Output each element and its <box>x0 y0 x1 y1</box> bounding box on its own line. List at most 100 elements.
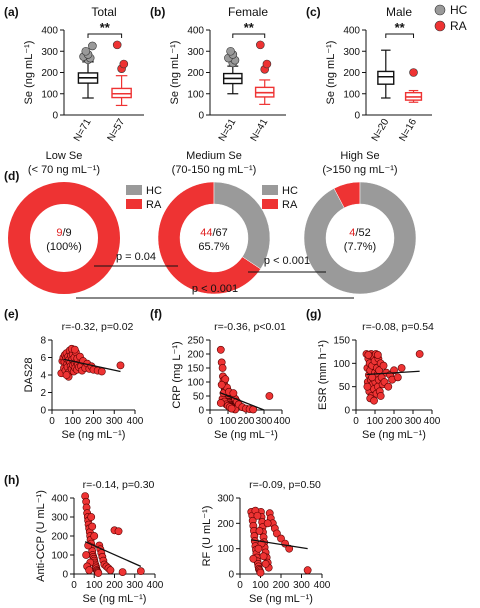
scatter-point <box>136 567 145 576</box>
donut-count: 4/52 <box>349 227 370 239</box>
scatter-y-tick-label: 0 <box>198 406 204 417</box>
scatter-point <box>106 566 115 575</box>
panel-label: (c) <box>306 5 321 19</box>
panel-label: (h) <box>4 473 19 487</box>
box-panel-y-tick-label: 300 <box>187 47 204 58</box>
scatter-point <box>90 532 99 540</box>
scatter-x-tick-label: 0 <box>71 580 77 591</box>
scatter-point <box>397 364 406 372</box>
donut-legend-swatch-ra <box>126 199 142 209</box>
scatter-point <box>415 350 424 358</box>
panel-label: (g) <box>306 307 321 321</box>
scatter-x-tick-label: 300 <box>256 416 273 427</box>
scatter-point <box>253 511 262 520</box>
donut-percent: 65.7% <box>198 241 229 253</box>
scatter-x-tick-label: 0 <box>49 416 55 427</box>
donut-legend-label-hc: HC <box>282 185 298 197</box>
scatter-x-label: Se (ng mL⁻¹) <box>362 429 426 441</box>
box-panel-male: (c) Male Se (ng mL⁻¹) 0 100 200 300 400 N=20 N=16… <box>306 5 432 143</box>
scatter-y-tick-label: 4 <box>40 371 46 382</box>
donut-count: 9/9 <box>56 227 71 239</box>
donut-percent: (100%) <box>46 241 81 253</box>
donut-count-ra: 9 <box>56 227 62 239</box>
scatter-point <box>216 345 225 354</box>
box-n-label: N=41 <box>249 117 271 144</box>
scatter-x-tick-label: 300 <box>126 580 143 591</box>
scatter-point <box>218 364 227 372</box>
scatter-point <box>116 361 125 370</box>
box-group-ra: N=16 <box>397 68 423 143</box>
donut-count: 44/67 <box>200 227 228 239</box>
box-outlier <box>88 41 97 51</box>
panel-label: (a) <box>4 5 19 19</box>
box-panel-y-tick-label: 200 <box>343 68 360 79</box>
scatter-x-tick-label: 100 <box>86 580 103 591</box>
box-panel-y-tick-label: 100 <box>343 89 360 100</box>
scatter-x-tick-label: 100 <box>220 416 237 427</box>
box-group-hc: N=71 <box>72 41 99 143</box>
donut-subtitle: (< 70 ng mL⁻¹) <box>28 164 100 176</box>
box-outlier <box>226 46 235 56</box>
box-n-label: N=20 <box>370 117 392 144</box>
box-panel-y-tick-label: 400 <box>187 26 204 37</box>
scatter-y-tick-label: 150 <box>333 336 350 347</box>
panel-title: Total <box>91 5 116 19</box>
scatter-point <box>221 375 230 384</box>
scatter-x-tick-label: 100 <box>367 416 384 427</box>
scatter-point <box>229 389 238 398</box>
scatter-points <box>247 506 312 577</box>
scatter-y-label: Anti-CCP (U mL⁻¹) <box>35 490 47 582</box>
regression-line <box>63 358 121 373</box>
scatter-y-tick-label: 2 <box>40 388 46 399</box>
scatter-points <box>362 350 424 405</box>
scatter-x-label: Se (ng mL⁻¹) <box>249 593 313 605</box>
panel-label: (f) <box>150 307 162 321</box>
scatter-panel-f: (f) r=-0.36, p<0.01 CRP (mg L⁻¹) 0 50 100 150 2… <box>150 307 291 441</box>
legend-top: HC RA <box>434 3 468 33</box>
scatter-x-tick-label: 100 <box>252 580 269 591</box>
scatter-x-label: Se (ng mL⁻¹) <box>83 593 147 605</box>
donut-legend-label-hc: HC <box>146 185 162 197</box>
donut-medium: Medium Se (70-150 ng mL⁻¹) 44/67 65.7% <box>157 150 271 295</box>
stat-label: r=-0.14, p=0.30 <box>83 479 155 491</box>
scatter-y-tick-label: 100 <box>217 544 234 555</box>
scatter-x-tick-label: 200 <box>238 416 255 427</box>
donut-slice-hc <box>303 181 417 295</box>
scatter-point <box>114 527 123 536</box>
scatter-point <box>277 534 285 543</box>
scatter-point <box>118 568 127 576</box>
scatter-points <box>216 345 274 414</box>
donut-count-ra: 44 <box>200 227 212 239</box>
scatter-x-tick-label: 100 <box>64 416 81 427</box>
legend-label-hc: HC <box>450 3 468 17</box>
panel-label: (d) <box>4 169 19 183</box>
scatter-x-label: Se (ng mL⁻¹) <box>62 429 126 441</box>
scatter-point <box>216 399 225 407</box>
regression-line <box>219 392 265 411</box>
box-panel-y-tick-label: 0 <box>52 111 58 122</box>
significance-bracket <box>87 33 123 38</box>
scatter-y-tick-label: 6 <box>40 353 46 364</box>
scatter-y-tick-label: 8 <box>40 336 46 347</box>
scatter-point <box>88 522 97 531</box>
panel-title: Male <box>386 5 412 19</box>
donut-count-total: /52 <box>355 227 370 239</box>
box-iqr <box>377 70 395 85</box>
legend-marker-hc <box>434 4 446 16</box>
box-outlier <box>119 59 129 69</box>
scatter-point <box>285 544 294 553</box>
box-panel-y-tick-label: 0 <box>198 111 204 122</box>
donut-legend-label-ra: RA <box>282 199 298 211</box>
scatter-point <box>62 371 71 379</box>
scatter-point <box>259 552 268 561</box>
regression-line <box>84 541 142 567</box>
scatter-x-tick-label: 0 <box>207 416 213 427</box>
scatter-point <box>261 559 270 568</box>
scatter-x-tick-label: 400 <box>424 416 441 427</box>
scatter-point <box>373 351 382 359</box>
donut-slice-ra <box>8 182 120 294</box>
scatter-y-label: DAS28 <box>23 358 35 393</box>
significance-label: ** <box>395 20 406 35</box>
